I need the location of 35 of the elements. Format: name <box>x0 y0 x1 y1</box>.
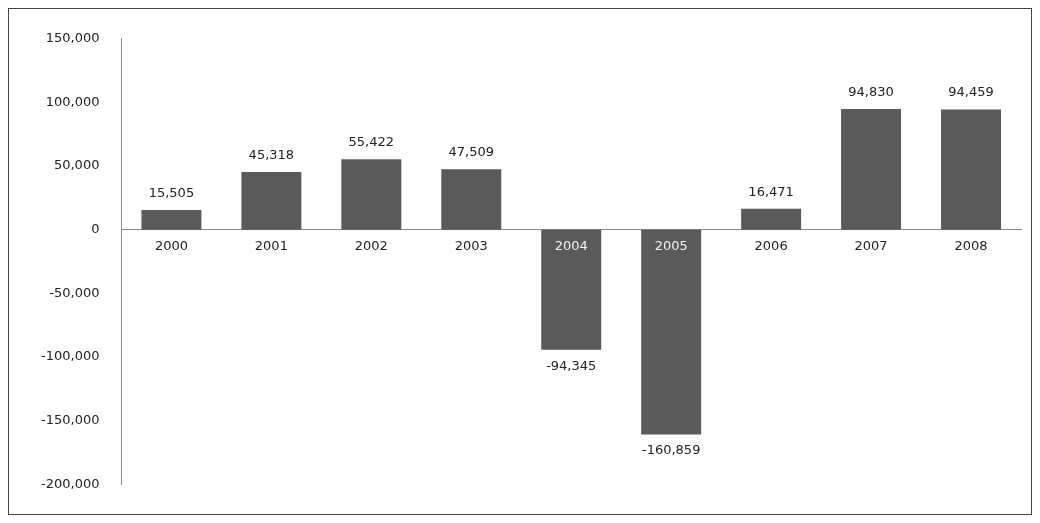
bar <box>541 229 602 350</box>
x-tick-label: 2002 <box>354 237 388 253</box>
x-tick-label: 2007 <box>854 237 888 253</box>
data-label: -94,345 <box>546 357 597 373</box>
data-label: 94,830 <box>848 83 894 99</box>
y-tick-label: 50,000 <box>53 157 100 173</box>
y-tick-label: -200,000 <box>41 475 100 491</box>
y-tick-label: -150,000 <box>41 411 100 427</box>
y-tick-label: -100,000 <box>41 348 100 364</box>
data-label: 94,459 <box>948 84 994 100</box>
bar <box>341 159 402 230</box>
y-tick-label: -50,000 <box>49 284 100 300</box>
data-label: -160,859 <box>641 442 701 458</box>
data-label: 47,509 <box>448 144 495 160</box>
x-tick-label: 2004 <box>554 237 588 253</box>
bar <box>641 229 702 435</box>
y-tick-label: 0 <box>91 221 100 237</box>
x-tick-label: 2008 <box>954 237 988 253</box>
bar <box>141 209 202 230</box>
bar <box>241 172 302 230</box>
data-label: 15,505 <box>148 184 195 200</box>
bar <box>841 109 902 230</box>
y-tick-label: 100,000 <box>45 93 100 109</box>
data-label: 45,318 <box>248 146 295 162</box>
bar <box>741 208 802 230</box>
x-tick-label: 2005 <box>654 237 688 253</box>
data-label: 16,471 <box>748 183 794 199</box>
bar <box>941 109 1002 230</box>
y-tick-label: 150,000 <box>45 30 100 46</box>
x-tick-label: 2001 <box>254 237 288 253</box>
bar <box>441 169 502 230</box>
data-label: 55,422 <box>348 134 395 150</box>
x-tick-label: 2000 <box>154 237 188 253</box>
x-tick-label: 2003 <box>454 237 488 253</box>
x-tick-label: 2006 <box>754 237 788 253</box>
